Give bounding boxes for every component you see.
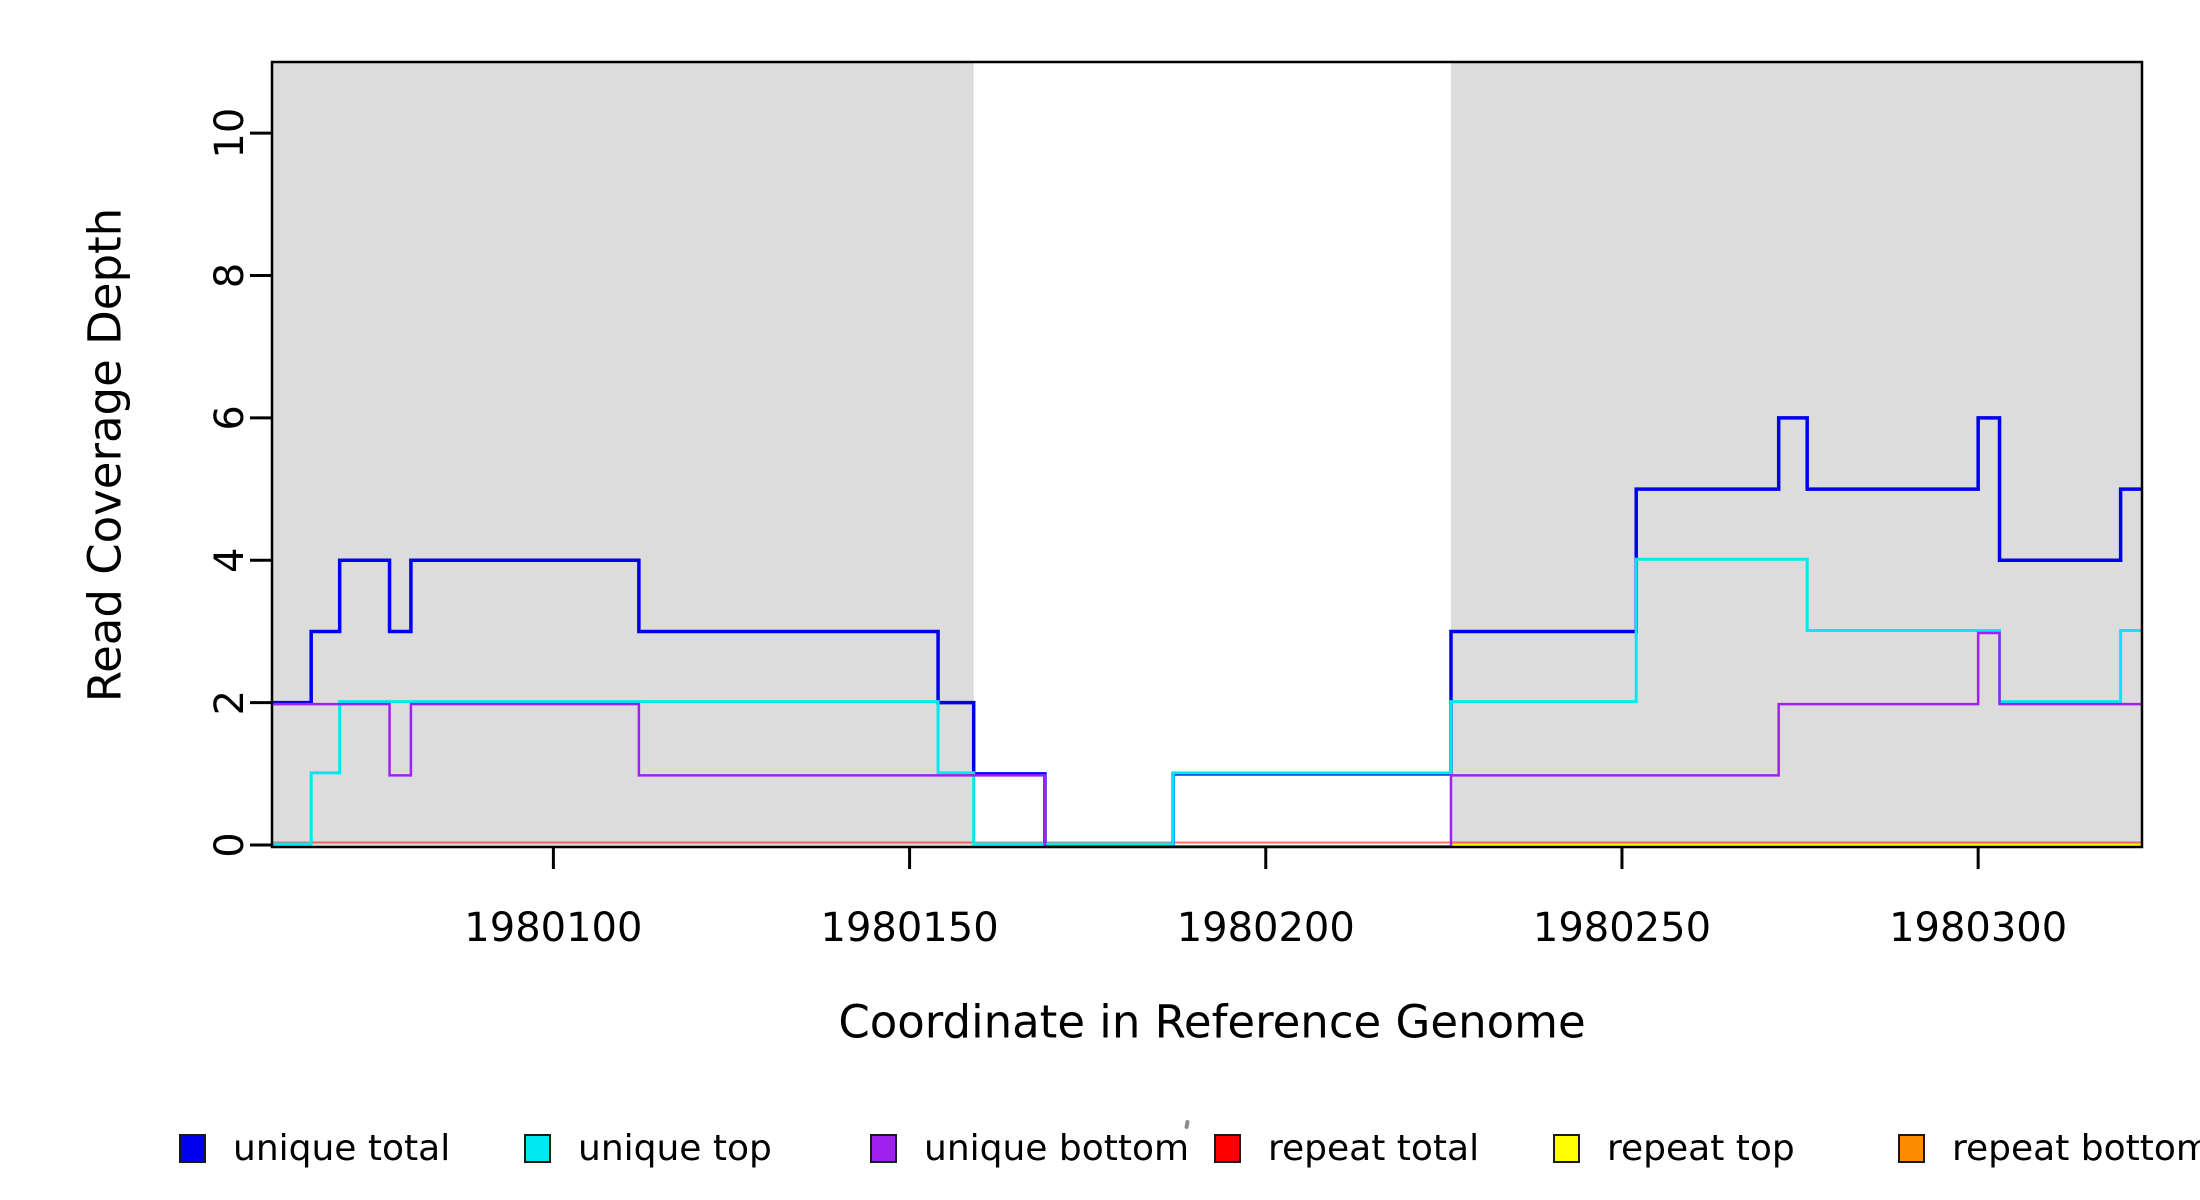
unique-bottom-swatch bbox=[870, 1134, 897, 1163]
y-tick-label: 6 bbox=[207, 405, 253, 430]
x-tick-label: 1980100 bbox=[464, 905, 642, 951]
shaded-region-2 bbox=[1450, 63, 2142, 846]
x-axis-title: Coordinate in Reference Genome bbox=[838, 995, 1586, 1049]
repeat-top-swatch bbox=[1553, 1134, 1580, 1163]
legend-label: repeat bottom bbox=[1952, 1128, 2200, 1169]
plot-box bbox=[270, 60, 2144, 849]
y-tick-label: 4 bbox=[207, 548, 253, 573]
legend-label: unique top bbox=[578, 1128, 772, 1169]
legend-item-unique-top: unique top bbox=[524, 1128, 772, 1169]
y-tick-label: 10 bbox=[207, 108, 253, 159]
y-tick-label: 0 bbox=[207, 832, 253, 857]
legend-item-unique-total: unique total bbox=[179, 1128, 450, 1169]
repeat-bottom-swatch bbox=[1898, 1134, 1925, 1163]
repeat-total-swatch bbox=[1214, 1134, 1241, 1163]
x-tick-label: 1980300 bbox=[1889, 905, 2067, 951]
legend-label: repeat top bbox=[1607, 1128, 1795, 1169]
legend-label: unique bottom bbox=[924, 1128, 1190, 1169]
legend-item-unique-bottom: unique bottom bbox=[870, 1128, 1189, 1169]
legend-item-repeat-total: repeat total bbox=[1214, 1128, 1479, 1169]
legend-item-repeat-top: repeat top bbox=[1553, 1128, 1795, 1169]
shaded-region-1 bbox=[272, 63, 974, 846]
x-tick-label: 1980200 bbox=[1177, 905, 1355, 951]
x-tick-label: 1980150 bbox=[821, 905, 999, 951]
x-tick-label: 1980250 bbox=[1533, 905, 1711, 951]
y-axis-title: Read Coverage Depth bbox=[78, 207, 132, 703]
unique-total-swatch bbox=[179, 1134, 206, 1163]
y-tick-label: 2 bbox=[207, 690, 253, 715]
legend-item-repeat-bottom: repeat bottom bbox=[1898, 1128, 2200, 1169]
legend-label: repeat total bbox=[1268, 1128, 1480, 1169]
legend-label: unique total bbox=[233, 1128, 451, 1169]
unique-top-swatch bbox=[524, 1134, 551, 1163]
y-tick-label: 8 bbox=[207, 263, 253, 288]
